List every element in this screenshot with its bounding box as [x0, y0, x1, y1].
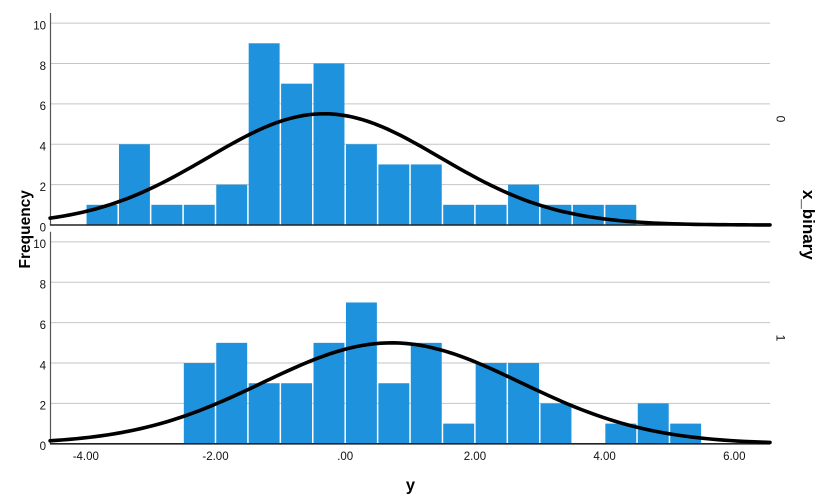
svg-text:-4.00: -4.00: [73, 451, 99, 463]
svg-text:10: 10: [33, 239, 46, 251]
svg-text:Frequency: Frequency: [17, 190, 34, 269]
svg-text:y: y: [406, 477, 416, 495]
svg-text:4.00: 4.00: [593, 451, 615, 463]
svg-text:6: 6: [40, 320, 46, 332]
svg-text:8: 8: [40, 61, 46, 73]
svg-text:2: 2: [40, 182, 46, 194]
svg-text:.00: .00: [337, 451, 353, 463]
svg-text:0: 0: [40, 222, 46, 234]
svg-text:2.00: 2.00: [464, 451, 486, 463]
svg-text:10: 10: [33, 20, 46, 32]
svg-text:6: 6: [40, 101, 46, 113]
svg-text:4: 4: [40, 142, 47, 154]
svg-text:1: 1: [774, 335, 788, 342]
svg-text:6.00: 6.00: [723, 451, 745, 463]
svg-text:4: 4: [40, 360, 47, 372]
svg-text:2: 2: [40, 401, 46, 413]
svg-text:-2.00: -2.00: [202, 451, 228, 463]
svg-text:0: 0: [774, 116, 788, 123]
svg-text:8: 8: [40, 280, 46, 292]
svg-text:x_binary: x_binary: [799, 190, 818, 260]
svg-text:0: 0: [40, 441, 46, 453]
